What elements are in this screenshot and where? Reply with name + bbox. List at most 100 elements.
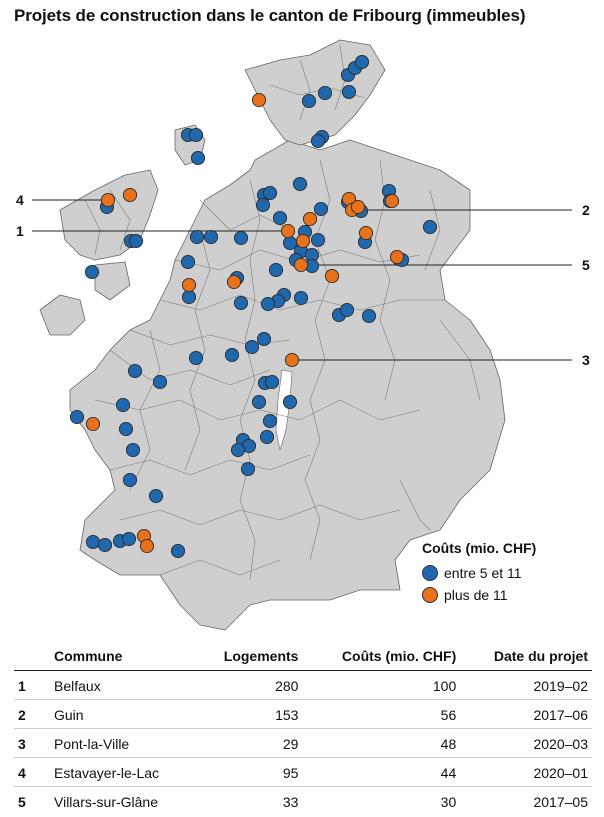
legend: Coûts (mio. CHF) entre 5 et 11 plus de 1…: [422, 540, 536, 606]
project-marker-blue-29: [282, 235, 298, 251]
map-title: Projets de construction dans le canton d…: [14, 6, 526, 25]
project-marker-orange-11: [226, 274, 242, 290]
project-marker-orange-6: [384, 193, 400, 209]
project-marker-orange-7: [280, 223, 296, 239]
project-marker-orange-16: [284, 352, 300, 368]
project-marker-blue-55: [152, 374, 168, 390]
project-marker-orange-12: [358, 225, 374, 241]
project-marker-orange-13: [324, 268, 340, 284]
cell-couts: 44: [302, 757, 461, 787]
cell-index: 1: [18, 678, 26, 694]
legend-label-orange: plus de 11: [444, 587, 508, 603]
project-marker-blue-37: [180, 254, 196, 270]
callout-label-1: 1: [16, 223, 24, 239]
project-marker-blue-28: [310, 232, 326, 248]
lake-gruyere: [275, 369, 293, 451]
cell-index: 3: [14, 728, 50, 758]
project-marker-blue-67: [259, 429, 275, 445]
project-marker-blue-52: [224, 347, 240, 363]
cell-couts: 48: [302, 728, 461, 758]
project-marker-orange-14: [389, 249, 405, 265]
project-marker-orange-19: [139, 538, 155, 554]
col-header-logements: Logements: [195, 640, 303, 671]
col-header-index: [14, 640, 50, 671]
project-marker-blue-62: [118, 421, 134, 437]
callout-labels: 4 1 2 5 3: [16, 192, 590, 368]
legend-title: Coûts (mio. CHF): [422, 540, 537, 556]
project-marker-blue-38: [84, 264, 100, 280]
callout-label-2: 2: [582, 202, 590, 218]
cell-logements: 153: [195, 699, 303, 729]
table-row: 4 Estavayer-le-Lac 95 44 2020–01: [14, 757, 592, 787]
cell-logements: 280: [275, 678, 299, 694]
table-row: 5 Villars-sur-Glâne 33 30 2017–05: [14, 786, 592, 815]
project-marker-blue-72: [85, 534, 101, 550]
west-enclave: [59, 169, 159, 261]
project-marker-blue-3: [317, 85, 333, 101]
cell-couts: 56: [302, 699, 461, 729]
project-marker-blue-21: [422, 219, 438, 235]
cell-couts: 30: [302, 786, 461, 815]
project-marker-blue-49: [361, 308, 377, 324]
callout-label-4: 4: [16, 192, 24, 208]
project-marker-blue-57: [264, 374, 280, 390]
project-marker-orange-15: [293, 257, 309, 273]
table-row: 1 Belfaux 280 100 2019–02: [14, 671, 592, 700]
project-marker-blue-58: [115, 397, 131, 413]
project-marker-blue-75: [121, 531, 137, 547]
project-marker-blue-14: [272, 210, 288, 226]
cell-date: 2017–06: [460, 699, 592, 729]
project-marker-orange-10: [181, 277, 197, 293]
project-marker-blue-76: [170, 543, 186, 559]
project-marker-blue-12: [262, 185, 278, 201]
cell-date: 2020–01: [460, 757, 592, 787]
project-marker-blue-2: [354, 54, 370, 70]
project-marker-blue-68: [125, 442, 141, 458]
project-marker-blue-50: [256, 331, 272, 347]
project-marker-blue-71: [148, 488, 164, 504]
project-marker-blue-9: [190, 150, 206, 166]
legend-item-blue: entre 5 et 11: [422, 562, 536, 584]
project-marker-blue-40: [268, 262, 284, 278]
project-marker-blue-44: [293, 290, 309, 306]
project-marker-blue-73: [97, 537, 113, 553]
project-marker-orange-17: [85, 416, 101, 432]
project-marker-blue-70: [122, 472, 138, 488]
cell-logements: 95: [195, 757, 303, 787]
legend-swatch-orange: [422, 587, 438, 603]
project-marker-orange-8: [302, 211, 318, 227]
project-marker-blue-53: [188, 350, 204, 366]
cell-logements: 29: [195, 728, 303, 758]
project-marker-blue-66: [230, 442, 246, 458]
project-marker-blue-5: [301, 93, 317, 109]
table-header-row: Commune Logements Coûts (mio. CHF) Date …: [14, 640, 592, 671]
col-header-commune: Commune: [50, 640, 196, 671]
project-marker-orange-1: [122, 187, 138, 203]
cell-couts: 100: [432, 678, 457, 694]
col-header-date: Date du projet: [460, 640, 592, 671]
legend-swatch-blue: [422, 565, 438, 581]
cell-date: 2019–02: [533, 678, 588, 694]
project-marker-blue-61: [282, 394, 298, 410]
callout-label-5: 5: [582, 257, 590, 273]
legend-item-orange: plus de 11: [422, 584, 536, 606]
callout-leaders: [32, 199, 572, 361]
project-markers: [69, 54, 438, 559]
project-marker-blue-59: [69, 409, 85, 425]
table-row: 2 Guin 153 56 2017–06: [14, 699, 592, 729]
project-marker-blue-77: [310, 133, 326, 149]
cell-date: 2017–05: [460, 786, 592, 815]
project-marker-blue-63: [262, 413, 278, 429]
cell-date: 2020–03: [460, 728, 592, 758]
canton-map: 4 1 2 5 3: [16, 39, 590, 631]
project-marker-orange-5: [350, 199, 366, 215]
cell-logements: 33: [195, 786, 303, 815]
projects-table: Commune Logements Coûts (mio. CHF) Date …: [14, 640, 592, 815]
cell-commune: Guin: [50, 699, 196, 729]
legend-label-blue: entre 5 et 11: [444, 565, 522, 581]
project-marker-blue-15: [292, 176, 308, 192]
project-marker-blue-26: [233, 230, 249, 246]
project-marker-blue-69: [240, 461, 256, 477]
project-marker-blue-4: [341, 84, 357, 100]
cell-index: 2: [14, 699, 50, 729]
